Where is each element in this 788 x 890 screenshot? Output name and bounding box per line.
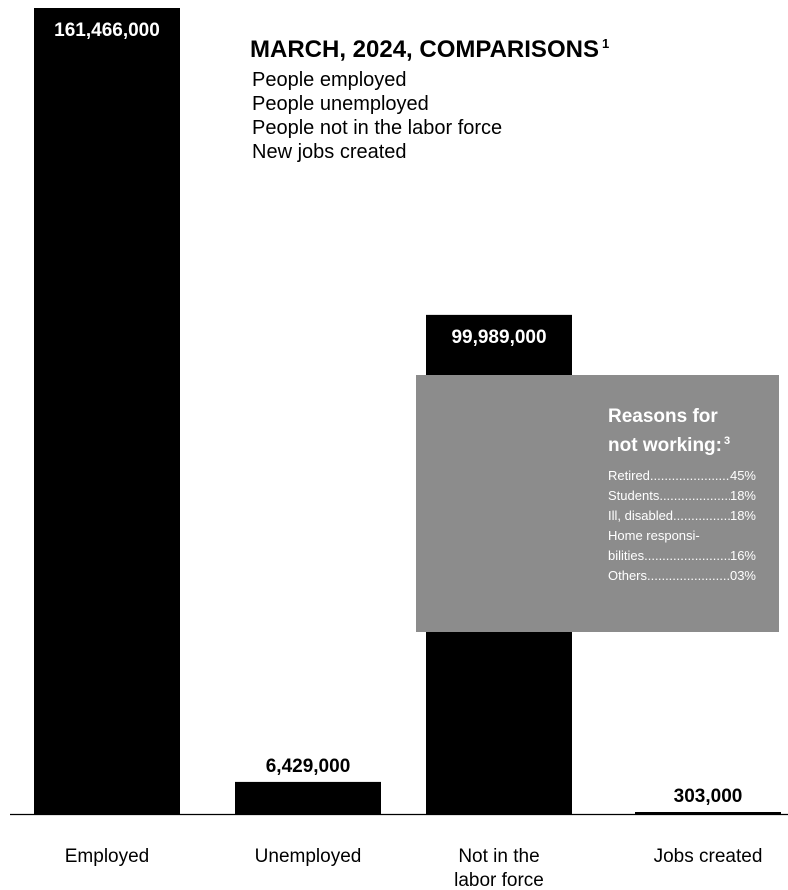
bar-jobs-created [635,812,781,814]
reason-leader-dots [673,506,730,526]
category-label-not-in-labor-force-line2: labor force [454,870,544,890]
reason-label: Students [608,488,660,503]
value-label-unemployed: 6,429,000 [266,756,351,777]
reason-value: 18% [729,488,756,503]
legend-item-unemployed: People unemployed [252,93,429,115]
reason-leader-dots [647,566,730,586]
reasons-title-line2: not working: 3 [608,435,731,456]
category-label-employed: Employed [65,846,150,867]
reasons-content: Reasons for not working:3 Retired 45% St… [608,404,778,586]
reason-value: 16% [729,548,756,563]
value-label-employed: 161,466,000 [54,20,160,41]
bar-unemployed [235,781,381,814]
reason-label: Ill, disabled [608,508,674,523]
category-label-jobs-created: Jobs created [654,846,763,867]
value-label-not-in-labor-force: 99,989,000 [451,327,546,348]
reason-label: bilities [608,548,645,563]
reason-label: Others [608,568,648,583]
reasons-title-line1: Reasons for [608,406,718,427]
legend-item-jobs-created: New jobs created [252,141,407,163]
chart-title: MARCH, 2024, COMPARISONS 1 [250,36,670,64]
reason-row-ill-disabled: Ill, disabled 18% [608,506,756,526]
reasons-footnote: 3 [723,435,731,447]
reason-leader-dots [659,486,730,506]
reason-value: 45% [729,468,756,483]
title-block: MARCH, 2024, COMPARISONS 1 People employe… [250,36,670,164]
reason-label-home-line1: Home responsi- [608,528,700,543]
reason-leader-dots [650,466,730,486]
reason-row-others: Others 03% [608,566,756,586]
title-footnote: 1 [601,36,610,51]
value-label-jobs-created: 303,000 [674,786,743,807]
reason-row-students: Students 18% [608,486,756,506]
legend-item-employed: People employed [252,69,407,91]
reason-label: Retired [608,468,650,483]
legend-item-not-in-labor-force: People not in the labor force [252,117,503,139]
reason-value: 03% [729,568,756,583]
reason-value: 18% [729,508,756,523]
reason-row-home-responsibilities: bilities 16% [608,546,756,566]
reason-row-retired: Retired 45% [608,466,756,486]
reason-leader-dots [644,546,730,566]
bar-employed [34,8,180,814]
category-label-unemployed: Unemployed [255,846,362,867]
reasons-title: Reasons for not working: 3 [608,404,778,458]
category-label-not-in-labor-force-line1: Not in the [458,846,539,867]
chart-title-text: MARCH, 2024, COMPARISONS [250,36,599,63]
